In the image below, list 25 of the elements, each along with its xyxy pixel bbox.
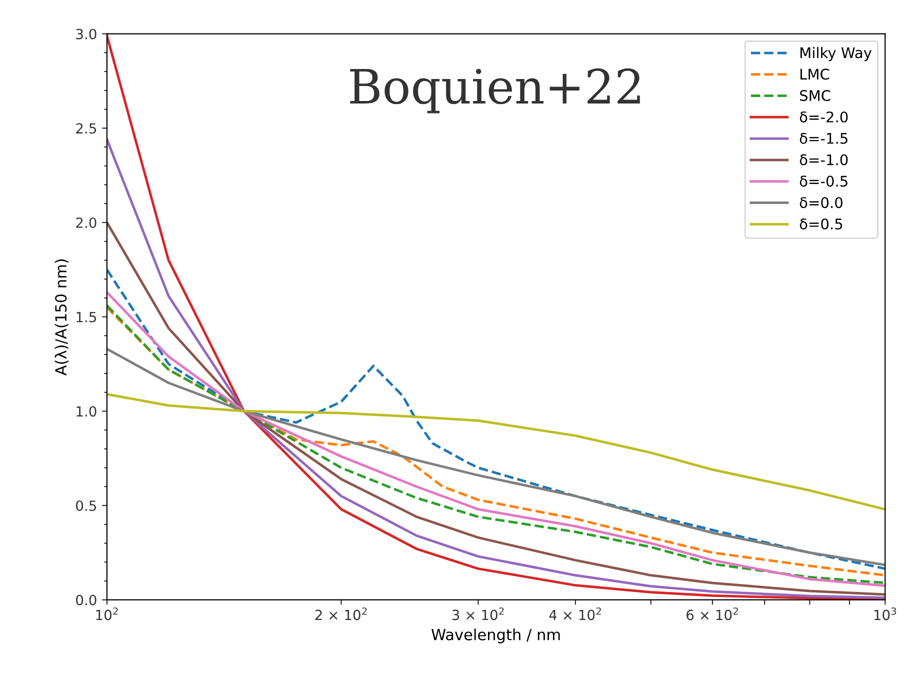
x-tick-label: 10$^{3}$: [874, 607, 896, 620]
legend-label: SMC: [800, 90, 830, 102]
y-axis-title: A(λ)/A(150 nm): [54, 259, 68, 376]
legend-label: δ=-0.5: [800, 176, 848, 187]
y-tick-label: 0.5: [76, 500, 96, 511]
legend-label: δ=-1.5: [800, 132, 848, 144]
x-tick-label: 3 × 10$^{2}$: [452, 607, 504, 620]
annotation: Boquien+22: [350, 68, 640, 114]
legend-label: Milky Way: [800, 46, 872, 62]
x-tick-label: 4 × 10$^{2}$: [549, 607, 601, 620]
x-tick-label: 2 × 10$^{2}$: [315, 607, 367, 620]
y-tick-label: 2.0: [76, 217, 96, 228]
y-tick-label: 1.0: [76, 406, 96, 417]
legend-label: δ=-2.0: [800, 111, 848, 122]
x-tick-label: 6 × 10$^{2}$: [686, 607, 738, 620]
y-tick-label: 0.0: [76, 594, 96, 606]
legend-label: LMC: [800, 68, 830, 80]
y-tick-label: 3.0: [76, 28, 96, 40]
x-tick-label: 10$^{2}$: [96, 607, 118, 620]
x-axis-title: Wavelength / nm: [432, 628, 560, 644]
y-tick-label: 2.5: [76, 123, 96, 134]
legend-label: δ=-1.0: [800, 154, 848, 166]
y-tick-label: 1.5: [76, 312, 96, 322]
legend-label: δ=0.5: [800, 218, 842, 230]
legend-label: δ=0.0: [800, 197, 842, 208]
